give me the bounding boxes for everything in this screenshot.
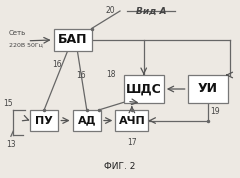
FancyBboxPatch shape — [30, 110, 58, 131]
FancyBboxPatch shape — [188, 75, 228, 103]
Text: Сеть: Сеть — [8, 30, 26, 36]
Text: АД: АД — [78, 116, 96, 125]
Text: 18: 18 — [106, 70, 115, 79]
Text: АЧП: АЧП — [119, 116, 145, 125]
FancyBboxPatch shape — [54, 28, 91, 51]
FancyBboxPatch shape — [72, 110, 101, 131]
Text: 16: 16 — [76, 72, 86, 80]
Text: 15: 15 — [4, 99, 13, 108]
Text: УИ: УИ — [198, 82, 218, 96]
Text: 20: 20 — [106, 6, 115, 15]
Text: 17: 17 — [127, 138, 137, 147]
Text: ФИГ. 2: ФИГ. 2 — [104, 162, 136, 171]
Text: 19: 19 — [210, 106, 220, 116]
Text: 13: 13 — [6, 140, 16, 149]
Text: ПУ: ПУ — [35, 116, 53, 125]
Text: ШДС: ШДС — [126, 82, 162, 96]
FancyBboxPatch shape — [115, 110, 149, 131]
Text: 16: 16 — [52, 60, 62, 69]
Text: Вид А: Вид А — [136, 7, 166, 16]
Text: БАП: БАП — [58, 33, 87, 46]
FancyBboxPatch shape — [124, 75, 164, 103]
Text: 220В 50Гц: 220В 50Гц — [8, 43, 42, 48]
